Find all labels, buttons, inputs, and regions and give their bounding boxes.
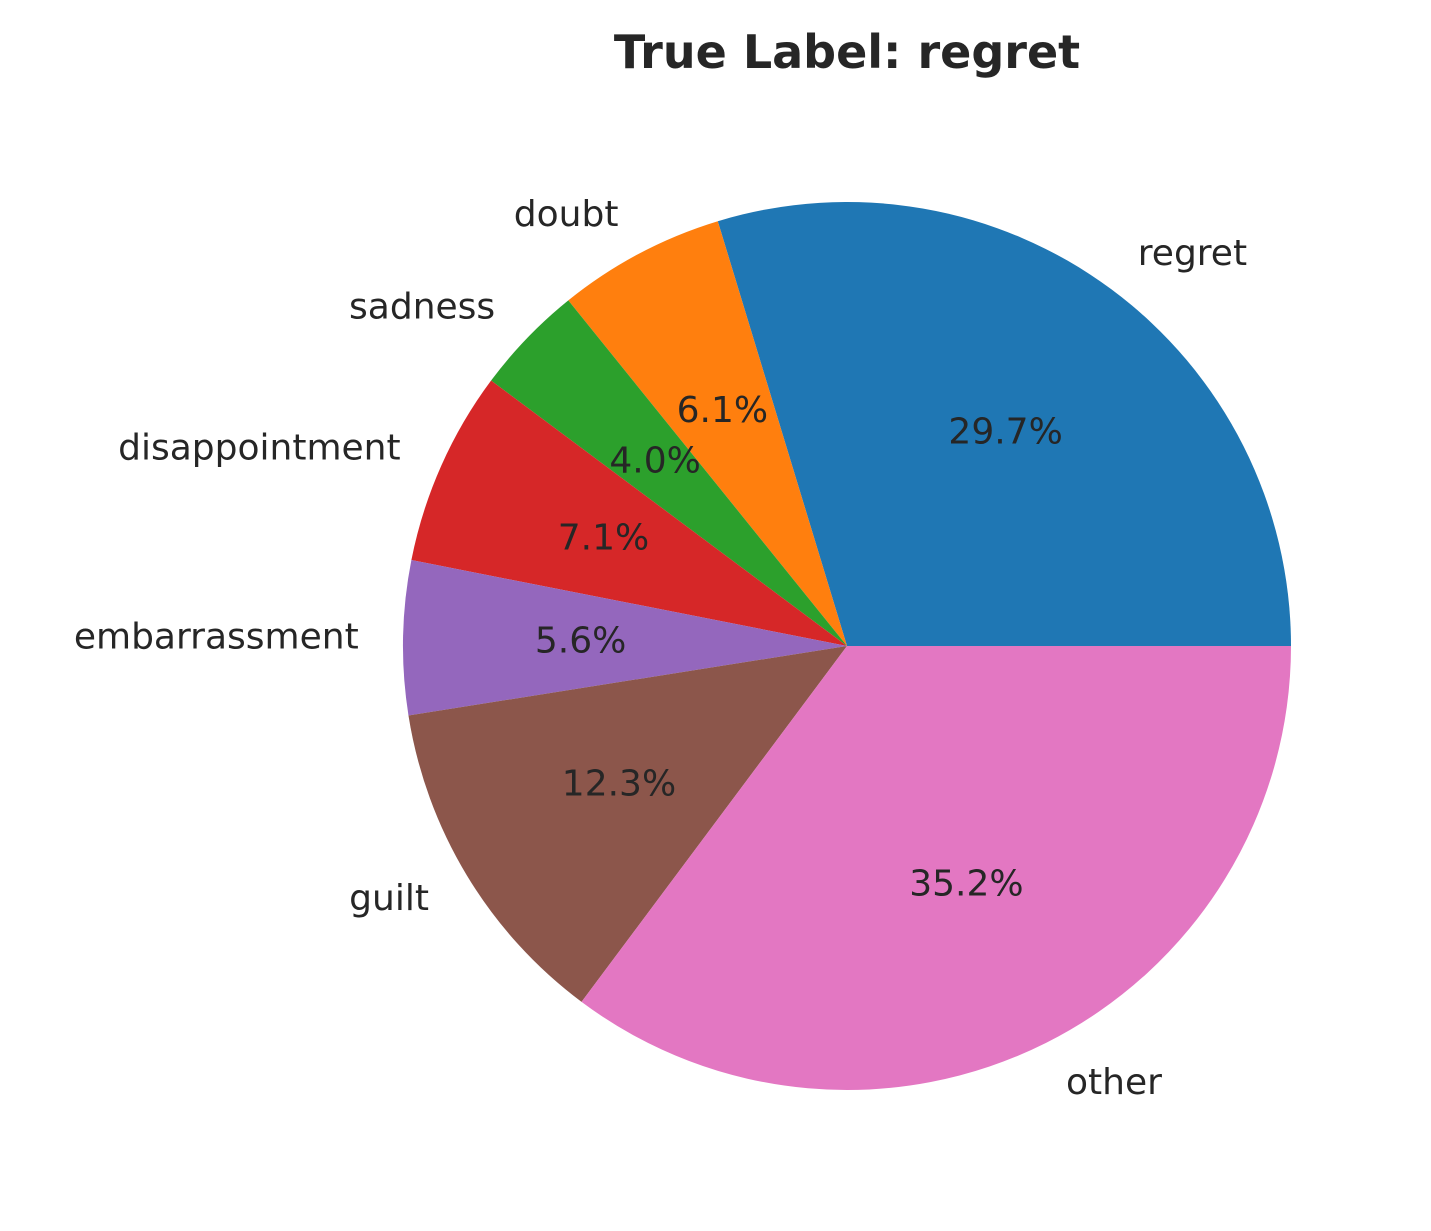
slice-label-sadness: sadness [349,287,495,328]
percent-label-disappointment: 7.1% [558,517,649,558]
percent-label-other: 35.2% [909,864,1023,905]
slice-label-regret: regret [1138,233,1247,274]
pie-slice-disappointment [411,380,847,646]
percent-labels: 29.7% 6.1% 4.0% 7.1% 5.6% 12.3% 35.2% [535,390,1063,905]
pie-slices [403,202,1291,1091]
pie-slice-guilt [408,646,847,1002]
slice-label-other: other [1066,1062,1162,1103]
slice-label-doubt: doubt [514,194,619,235]
percent-label-sadness: 4.0% [609,441,700,482]
slice-label-disappointment: disappointment [118,427,400,468]
percent-label-guilt: 12.3% [562,763,676,804]
percent-label-embarrassment: 5.6% [535,620,626,661]
slice-label-guilt: guilt [349,878,429,919]
pie-slice-doubt [568,221,847,646]
chart-title: True Label: regret [614,25,1080,79]
slice-labels: regret doubt sadness disappointment embarras… [74,194,1247,1103]
pie-slice-embarrassment [403,560,847,716]
pie-slice-regret [717,202,1291,646]
pie-slice-other [581,646,1291,1091]
slice-label-embarrassment: embarrassment [74,616,359,657]
pie-slice-sadness [491,300,847,646]
percent-label-doubt: 6.1% [677,390,768,431]
percent-label-regret: 29.7% [948,411,1062,452]
